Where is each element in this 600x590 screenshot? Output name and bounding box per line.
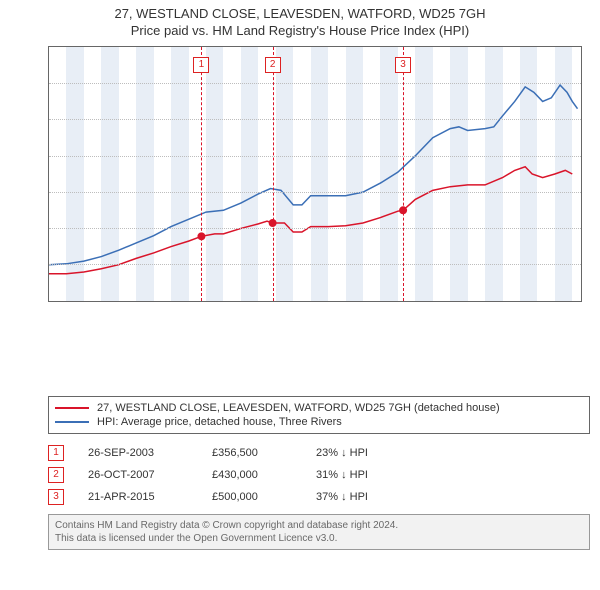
- chart-lines-svg: [49, 47, 581, 301]
- sale-table-row: 1 26-SEP-2003 £356,500 23% ↓ HPI: [48, 442, 590, 464]
- legend-swatch: [55, 421, 89, 423]
- sale-number-box: 1: [48, 445, 64, 461]
- title-line-2: Price paid vs. HM Land Registry's House …: [0, 23, 600, 40]
- sale-marker-line: [201, 47, 202, 301]
- sale-number-box: 3: [48, 489, 64, 505]
- gridline: [49, 83, 581, 84]
- sale-table-row: 3 21-APR-2015 £500,000 37% ↓ HPI: [48, 486, 590, 508]
- attribution-footer: Contains HM Land Registry data © Crown c…: [48, 514, 590, 550]
- sale-price: £356,500: [212, 447, 292, 459]
- sale-marker-box: 1: [193, 57, 209, 73]
- sale-marker-box: 3: [395, 57, 411, 73]
- sale-date: 26-SEP-2003: [88, 447, 188, 459]
- gridline: [49, 264, 581, 265]
- gridline: [49, 156, 581, 157]
- sale-date: 21-APR-2015: [88, 491, 188, 503]
- gridline: [49, 192, 581, 193]
- sale-number-box: 2: [48, 467, 64, 483]
- footer-line-1: Contains HM Land Registry data © Crown c…: [55, 519, 583, 532]
- sale-price: £430,000: [212, 469, 292, 481]
- footer-line-2: This data is licensed under the Open Gov…: [55, 532, 583, 545]
- plot-area: £0£200K£400K£600K£800K£1M£1.2M£1.4M19951…: [48, 46, 582, 302]
- gridline: [49, 228, 581, 229]
- legend-item: 27, WESTLAND CLOSE, LEAVESDEN, WATFORD, …: [55, 401, 583, 415]
- legend: 27, WESTLAND CLOSE, LEAVESDEN, WATFORD, …: [48, 396, 590, 434]
- sale-diff: 31% ↓ HPI: [316, 469, 406, 481]
- gridline: [49, 119, 581, 120]
- sale-marker-line: [403, 47, 404, 301]
- title-line-1: 27, WESTLAND CLOSE, LEAVESDEN, WATFORD, …: [0, 6, 600, 23]
- sale-marker-line: [273, 47, 274, 301]
- sale-date: 26-OCT-2007: [88, 469, 188, 481]
- legend-label: HPI: Average price, detached house, Thre…: [97, 416, 342, 428]
- legend-swatch: [55, 407, 89, 409]
- chart-title-block: 27, WESTLAND CLOSE, LEAVESDEN, WATFORD, …: [0, 6, 600, 40]
- sale-marker-box: 2: [265, 57, 281, 73]
- legend-label: 27, WESTLAND CLOSE, LEAVESDEN, WATFORD, …: [97, 402, 500, 414]
- sale-diff: 23% ↓ HPI: [316, 447, 406, 459]
- legend-item: HPI: Average price, detached house, Thre…: [55, 415, 583, 429]
- chart-container: £0£200K£400K£600K£800K£1M£1.2M£1.4M19951…: [0, 40, 600, 350]
- series-property: [49, 167, 572, 274]
- sale-diff: 37% ↓ HPI: [316, 491, 406, 503]
- series-hpi: [49, 85, 578, 265]
- sale-table-row: 2 26-OCT-2007 £430,000 31% ↓ HPI: [48, 464, 590, 486]
- sale-price: £500,000: [212, 491, 292, 503]
- sales-table: 1 26-SEP-2003 £356,500 23% ↓ HPI 2 26-OCT-200…: [48, 442, 590, 508]
